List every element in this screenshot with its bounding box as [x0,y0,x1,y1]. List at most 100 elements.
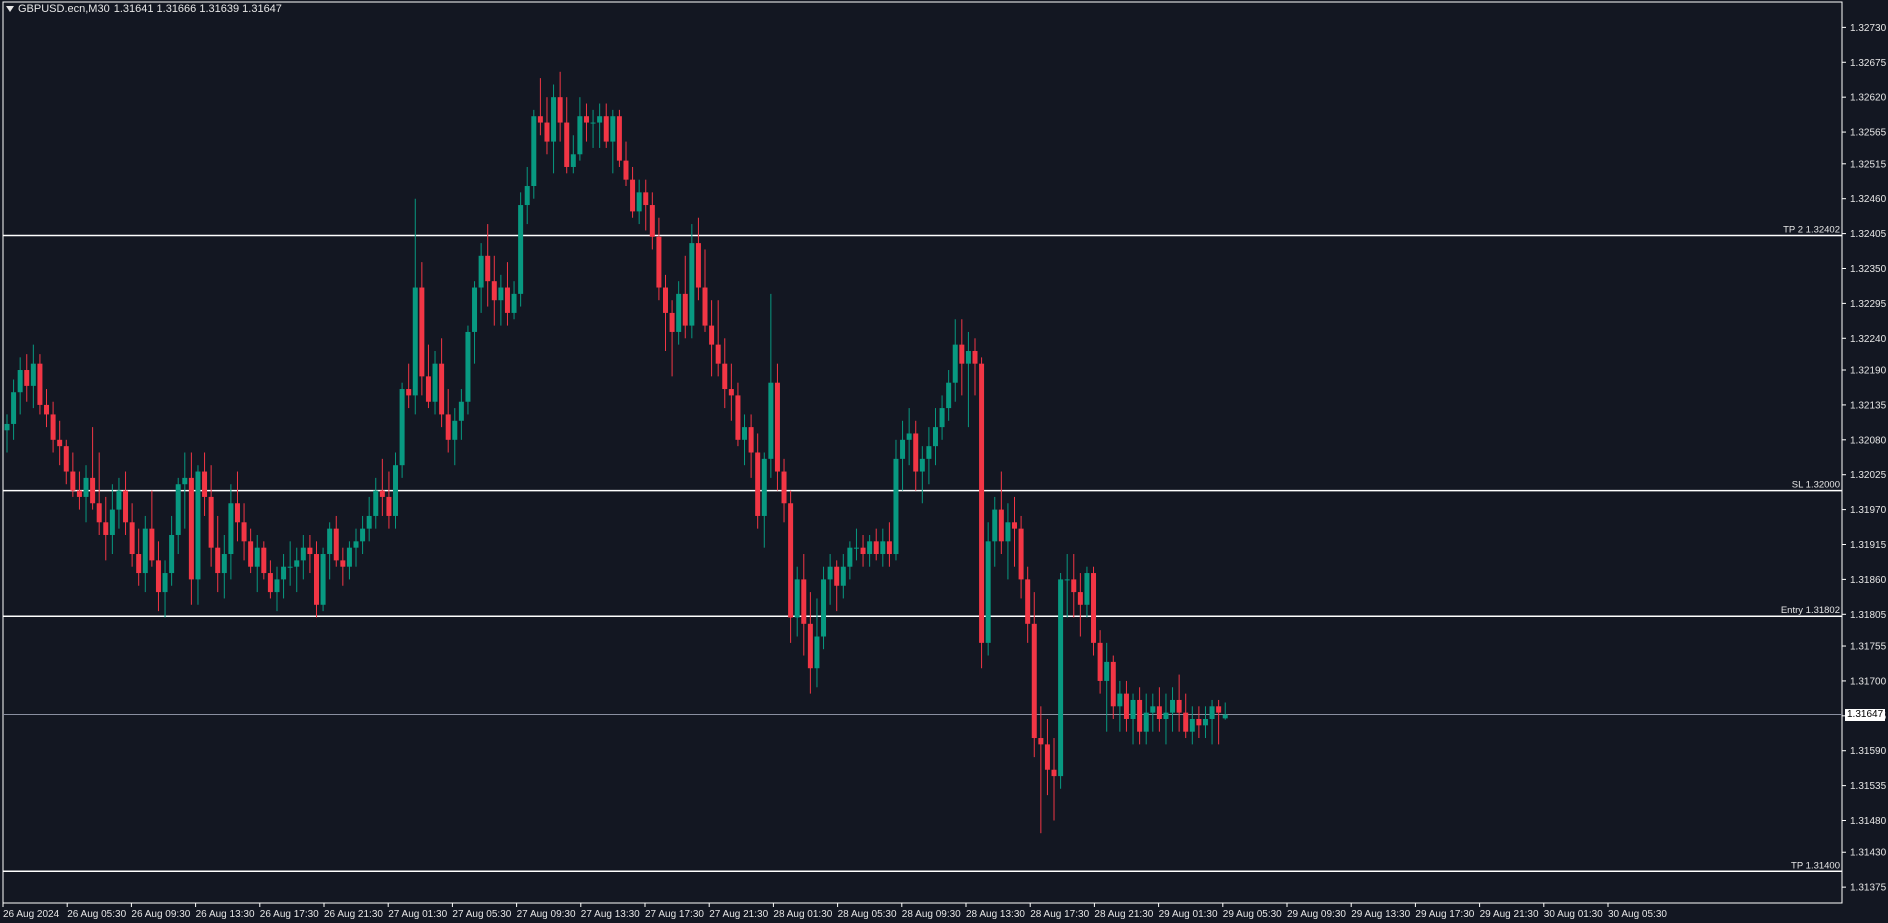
candle-body [597,116,603,123]
candle-body [1038,738,1044,745]
candle-body [1209,706,1215,719]
y-tick-label: 1.31480 [1850,816,1887,827]
candle-body [386,496,392,516]
candle-body [1117,693,1123,707]
candle-body [524,186,530,206]
candle-body [320,554,326,605]
candle-body [715,344,721,364]
candle-body [294,560,300,567]
candle-body [722,363,728,390]
candle-body [946,382,952,409]
candle-body [1176,699,1182,713]
candle-body [926,446,932,459]
candle-body [155,560,161,593]
candle-body [327,528,333,555]
collapse-triangle-icon[interactable] [6,6,14,12]
candle-body [340,560,346,567]
candle-body [893,458,899,555]
y-tick-label: 1.31915 [1850,540,1887,551]
candle-body [30,363,36,386]
x-tick-label: 29 Aug 05:30 [1223,909,1282,920]
x-tick-label: 28 Aug 17:30 [1030,909,1089,920]
candle-body [241,522,247,542]
candle-body [557,97,563,123]
candle-body [656,236,662,288]
y-tick-label: 1.32190 [1850,366,1887,377]
candle-body [83,477,89,497]
candle-body [1163,712,1169,719]
candle-body [610,116,616,142]
x-tick-label: 28 Aug 01:30 [773,909,832,920]
candle-body [169,534,175,574]
candle-body [452,420,458,440]
candle-body [234,503,240,523]
candle-body [998,509,1004,542]
candle-body [1130,699,1136,719]
y-tick-label: 1.32240 [1850,334,1887,345]
candle-body [63,446,69,472]
candle-body [248,541,254,567]
candle-body [485,255,491,282]
x-tick-label: 26 Aug 21:30 [324,909,383,920]
candle-body [603,116,609,142]
candle-body [511,293,517,313]
x-tick-label: 28 Aug 13:30 [966,909,1025,920]
candle-body [504,287,510,313]
candle-body [175,484,181,535]
candle-body [333,528,339,561]
candle-body [445,414,451,440]
candle-body [518,205,524,294]
candle-body [1196,718,1202,726]
candle-body [886,541,892,555]
candle-body [202,471,208,497]
candle-body [215,547,221,574]
candle-body [116,490,122,510]
y-tick-label: 1.32515 [1850,159,1887,170]
level-label: TP 2 1.32402 [1783,224,1840,235]
x-tick-label: 26 Aug 2024 [3,909,60,920]
candle-body [1005,522,1011,542]
y-tick-label: 1.32350 [1850,264,1887,275]
candle-body [353,541,359,548]
x-tick-label: 26 Aug 05:30 [67,909,126,920]
candle-body [208,496,214,548]
candle-body [748,427,754,453]
y-tick-label: 1.31805 [1850,610,1887,621]
candle-body [123,490,129,523]
candle-body [1137,699,1143,732]
candle-body [346,547,352,567]
candle-body [676,293,682,332]
candle-body [491,281,497,301]
candle-body [919,458,925,472]
candle-body [44,404,50,415]
y-tick-label: 1.31375 [1850,883,1887,894]
candle-body [1156,706,1162,719]
candle-body [109,509,115,535]
candle-body [1170,699,1176,713]
x-tick-label: 27 Aug 17:30 [645,909,704,920]
candle-body [458,401,464,421]
ohlc-readout: 1.31641 1.31666 1.31639 1.31647 [113,3,282,15]
x-tick-label: 26 Aug 17:30 [260,909,319,920]
candle-body [1123,693,1129,719]
candle-body [307,547,313,555]
candle-body [932,427,938,447]
candle-body [1018,528,1024,580]
chart-header: GBPUSD.ecn,M30 1.31641 1.31666 1.31639 1… [6,3,282,15]
candle-body [1189,718,1195,732]
candle-body [544,122,550,142]
candle-body [636,192,642,212]
candle-body [564,122,570,167]
candle-body [1058,579,1064,777]
x-tick-label: 28 Aug 09:30 [902,909,961,920]
candle-body [1071,579,1077,593]
candle-body [570,154,576,167]
candle-body [228,503,234,555]
candle-body [867,541,873,555]
candle-body [577,116,583,155]
candle-body [643,192,649,206]
candle-body [281,566,287,580]
candle-body [136,554,142,574]
